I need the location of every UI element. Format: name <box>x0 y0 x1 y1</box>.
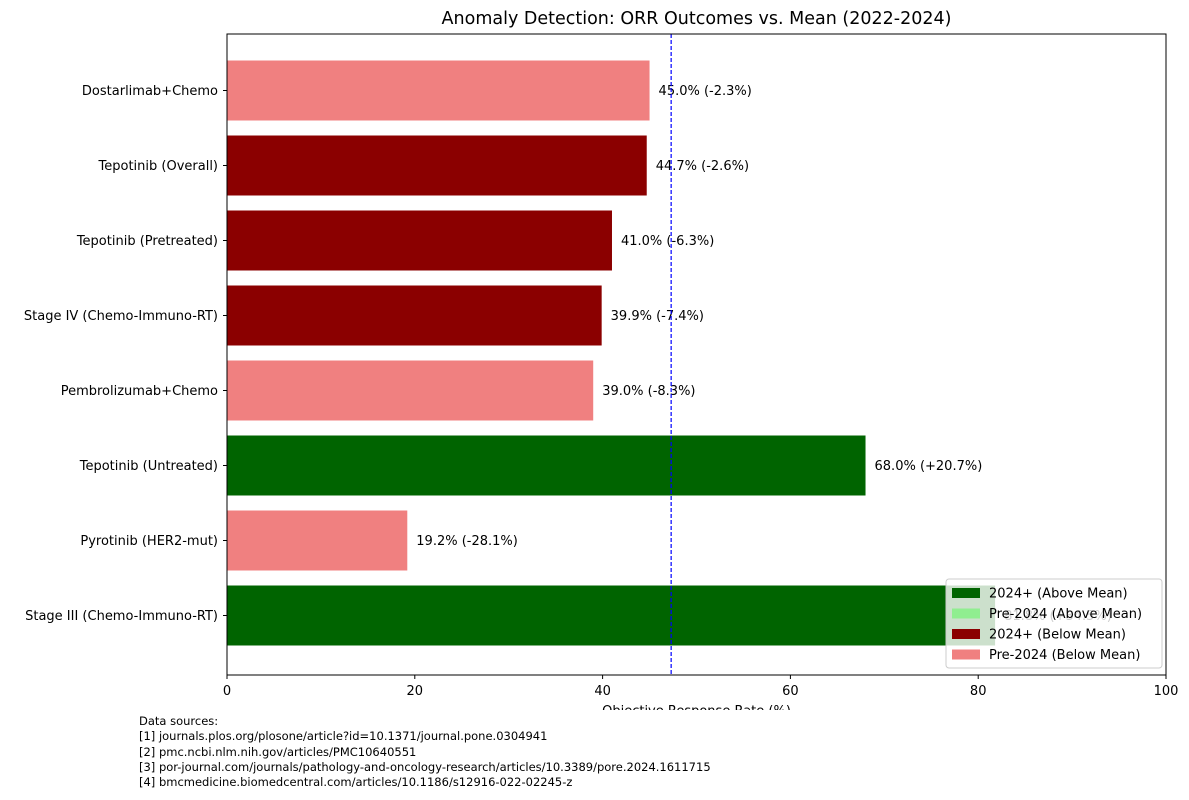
y-tick-label: Tepotinib (Untreated) <box>79 459 218 474</box>
y-tick-label: Tepotinib (Pretreated) <box>76 234 218 249</box>
bar <box>227 60 650 121</box>
legend-swatch <box>952 649 980 660</box>
bar <box>227 510 408 571</box>
legend-label: Pre-2024 (Below Mean) <box>989 648 1140 663</box>
y-tick-label: Pembrolizumab+Chemo <box>61 384 218 399</box>
x-tick-label: 40 <box>594 684 611 699</box>
bar <box>227 585 996 646</box>
y-tick-label: Stage IV (Chemo-Immuno-RT) <box>24 309 218 324</box>
data-label: 68.0% (+20.7%) <box>875 459 983 474</box>
legend-swatch <box>952 608 980 619</box>
data-label: 19.2% (-28.1%) <box>416 534 518 549</box>
x-axis-label: Objective Response Rate (%) <box>602 704 791 710</box>
legend-label: Pre-2024 (Above Mean) <box>989 607 1142 622</box>
orr-bar-chart: Anomaly Detection: ORR Outcomes vs. Mean… <box>24 9 1179 710</box>
data-label: 41.0% (-6.3%) <box>621 234 714 249</box>
legend-swatch <box>952 588 980 598</box>
data-source-4: [4] bmcmedicine.biomedcentral.com/articl… <box>139 775 573 790</box>
bar <box>227 360 594 421</box>
bar <box>227 135 647 196</box>
x-tick-label: 60 <box>782 684 799 699</box>
data-label: 39.9% (-7.4%) <box>611 309 704 324</box>
bar <box>227 435 866 496</box>
data-label: 39.0% (-8.3%) <box>602 384 695 399</box>
data-label: 44.7% (-2.6%) <box>656 159 749 174</box>
plot-frame <box>226 33 1167 676</box>
y-tick-label: Pyrotinib (HER2-mut) <box>80 534 218 549</box>
x-tick-label: 100 <box>1154 684 1179 699</box>
legend-label: 2024+ (Above Mean) <box>989 587 1128 602</box>
data-label: 45.0% (-2.3%) <box>659 84 752 99</box>
y-tick-label: Tepotinib (Overall) <box>98 159 218 174</box>
legend-swatch <box>952 629 980 639</box>
data-source-2: [2] pmc.ncbi.nlm.nih.gov/articles/PMC106… <box>139 744 417 759</box>
x-tick-label: 20 <box>407 684 424 699</box>
data-source-3: [3] por-journal.com/journals/pathology-a… <box>139 759 711 774</box>
data-sources: Data sources: [1] journals.plos.org/plos… <box>139 714 711 790</box>
data-source-1: [1] journals.plos.org/plosone/article?id… <box>139 729 548 744</box>
y-tick-label: Dostarlimab+Chemo <box>82 84 218 99</box>
x-tick-label: 0 <box>223 684 231 699</box>
chart-title: Anomaly Detection: ORR Outcomes vs. Mean… <box>442 9 952 29</box>
x-tick-label: 80 <box>970 684 987 699</box>
data-sources-heading: Data sources: <box>139 714 219 728</box>
bar <box>227 210 612 271</box>
legend-label: 2024+ (Below Mean) <box>989 628 1126 643</box>
y-tick-label: Stage III (Chemo-Immuno-RT) <box>25 609 218 624</box>
legend-box <box>945 578 1163 669</box>
bar <box>227 285 602 346</box>
